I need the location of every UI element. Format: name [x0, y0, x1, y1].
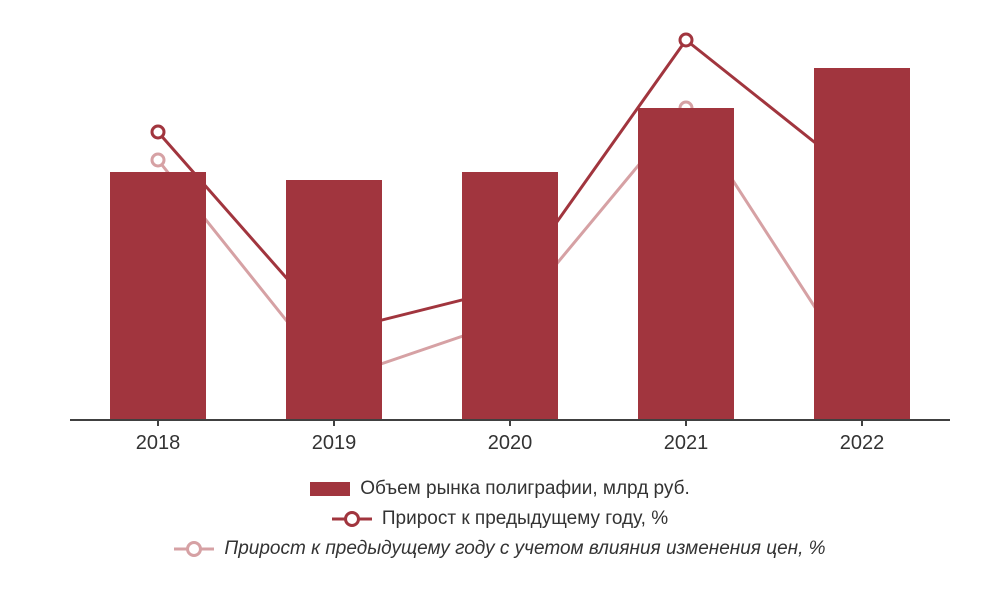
x-tick: [333, 420, 335, 426]
x-tick-label: 2022: [840, 432, 885, 455]
x-tick-label: 2019: [312, 432, 357, 455]
x-tick-label: 2021: [664, 432, 709, 455]
bar: [110, 172, 207, 420]
x-tick: [685, 420, 687, 426]
legend-swatch-line: [332, 512, 372, 526]
x-tick-label: 2020: [488, 432, 533, 455]
x-tick-label: 2018: [136, 432, 181, 455]
legend-item: Прирост к предыдущему году, %: [0, 508, 1000, 530]
legend-label: Прирост к предыдущему году с учетом влия…: [224, 538, 825, 560]
legend-label: Объем рынка полиграфии, млрд руб.: [360, 478, 690, 500]
bar: [286, 180, 383, 420]
legend-item: Объем рынка полиграфии, млрд руб.: [0, 478, 1000, 500]
legend-item: Прирост к предыдущему году с учетом влия…: [0, 538, 1000, 560]
legend-swatch-bar: [310, 482, 350, 496]
legend-swatch-line: [174, 542, 214, 556]
line-marker: [152, 154, 164, 166]
x-tick: [861, 420, 863, 426]
bar: [638, 108, 735, 420]
x-tick: [509, 420, 511, 426]
line-marker: [680, 34, 692, 46]
chart-container: 2018 2019 2020 2021 2022 Объем рынка полигра…: [0, 0, 1000, 608]
bar: [814, 68, 911, 420]
legend-label: Прирост к предыдущему году, %: [382, 508, 668, 530]
bar: [462, 172, 559, 420]
x-tick: [157, 420, 159, 426]
legend: Объем рынка полиграфии, млрд руб. Прирост…: [0, 470, 1000, 568]
line-marker: [152, 126, 164, 138]
plot-area: [70, 20, 950, 420]
